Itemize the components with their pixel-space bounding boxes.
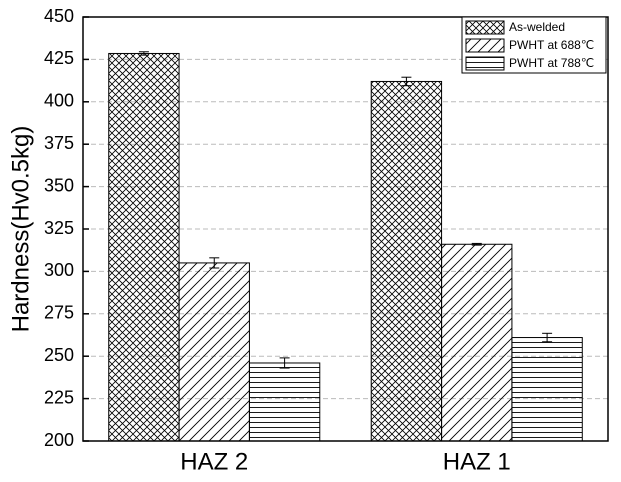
bar — [370, 80, 443, 442]
bar — [511, 337, 583, 442]
bar — [248, 362, 321, 442]
y-tick-label: 300 — [44, 260, 74, 280]
y-tick-label: 200 — [44, 430, 74, 450]
legend-swatch — [465, 20, 505, 35]
bar — [441, 243, 513, 442]
legend-label: PWHT at 688℃ — [509, 38, 594, 52]
legend-swatch — [465, 56, 505, 71]
legend-label: As-welded — [509, 20, 565, 34]
error-bar — [471, 242, 482, 246]
error-bar — [138, 51, 149, 56]
plot-frame — [82, 16, 609, 442]
y-tick-label: 225 — [44, 387, 74, 407]
y-tick-label: 425 — [44, 48, 74, 68]
y-tick-label: 400 — [44, 91, 74, 111]
y-tick-label: 375 — [44, 133, 74, 153]
y-tick-label: 450 — [44, 6, 74, 26]
x-tick-label: HAZ 2 — [180, 448, 248, 475]
error-bar — [209, 257, 220, 269]
error-bar — [279, 357, 290, 369]
y-tick-label: 350 — [44, 175, 74, 195]
bar — [108, 52, 180, 442]
legend-label: PWHT at 788℃ — [509, 56, 594, 70]
error-bar — [542, 332, 553, 343]
x-tick-label: HAZ 1 — [443, 448, 511, 475]
bar — [178, 262, 250, 442]
legend-swatch — [465, 38, 505, 53]
y-axis-label: Hardness(Hv0.5kg) — [7, 126, 34, 333]
error-bar — [401, 76, 412, 87]
y-tick-label: 325 — [44, 218, 74, 238]
y-tick-label: 275 — [44, 303, 74, 323]
y-tick-label: 250 — [44, 345, 74, 365]
